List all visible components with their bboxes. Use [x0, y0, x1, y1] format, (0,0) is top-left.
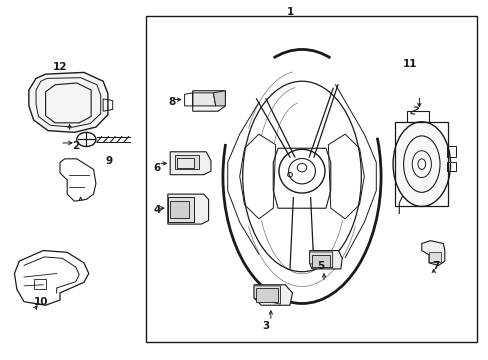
- Polygon shape: [421, 241, 444, 265]
- Text: 6: 6: [153, 163, 161, 173]
- Bar: [395, 122, 447, 207]
- Polygon shape: [213, 91, 225, 106]
- Text: 11: 11: [402, 59, 416, 68]
- Text: 7: 7: [431, 261, 439, 271]
- Bar: [407, 111, 428, 122]
- Bar: [256, 288, 278, 302]
- Polygon shape: [309, 251, 342, 269]
- Bar: [177, 158, 194, 168]
- Polygon shape: [192, 91, 225, 111]
- Polygon shape: [192, 93, 215, 106]
- Polygon shape: [167, 194, 208, 224]
- Text: 12: 12: [53, 62, 67, 72]
- Polygon shape: [254, 286, 280, 304]
- Bar: [447, 162, 455, 171]
- Bar: [311, 255, 329, 267]
- Bar: [170, 201, 189, 218]
- Polygon shape: [29, 72, 108, 132]
- Text: 10: 10: [34, 297, 48, 307]
- Bar: [34, 279, 45, 289]
- Ellipse shape: [392, 122, 449, 207]
- Text: 4: 4: [153, 205, 161, 215]
- Text: 9: 9: [105, 156, 113, 166]
- Polygon shape: [167, 197, 194, 222]
- Text: 5: 5: [317, 261, 324, 271]
- Text: 8: 8: [168, 98, 175, 107]
- Polygon shape: [170, 152, 210, 175]
- Text: 3: 3: [262, 321, 269, 332]
- Text: 1: 1: [286, 8, 293, 17]
- Polygon shape: [254, 285, 292, 305]
- Bar: [447, 147, 455, 157]
- Polygon shape: [309, 252, 332, 268]
- Bar: [428, 252, 441, 262]
- Polygon shape: [175, 155, 199, 170]
- Text: 2: 2: [72, 141, 79, 152]
- Bar: [146, 16, 476, 342]
